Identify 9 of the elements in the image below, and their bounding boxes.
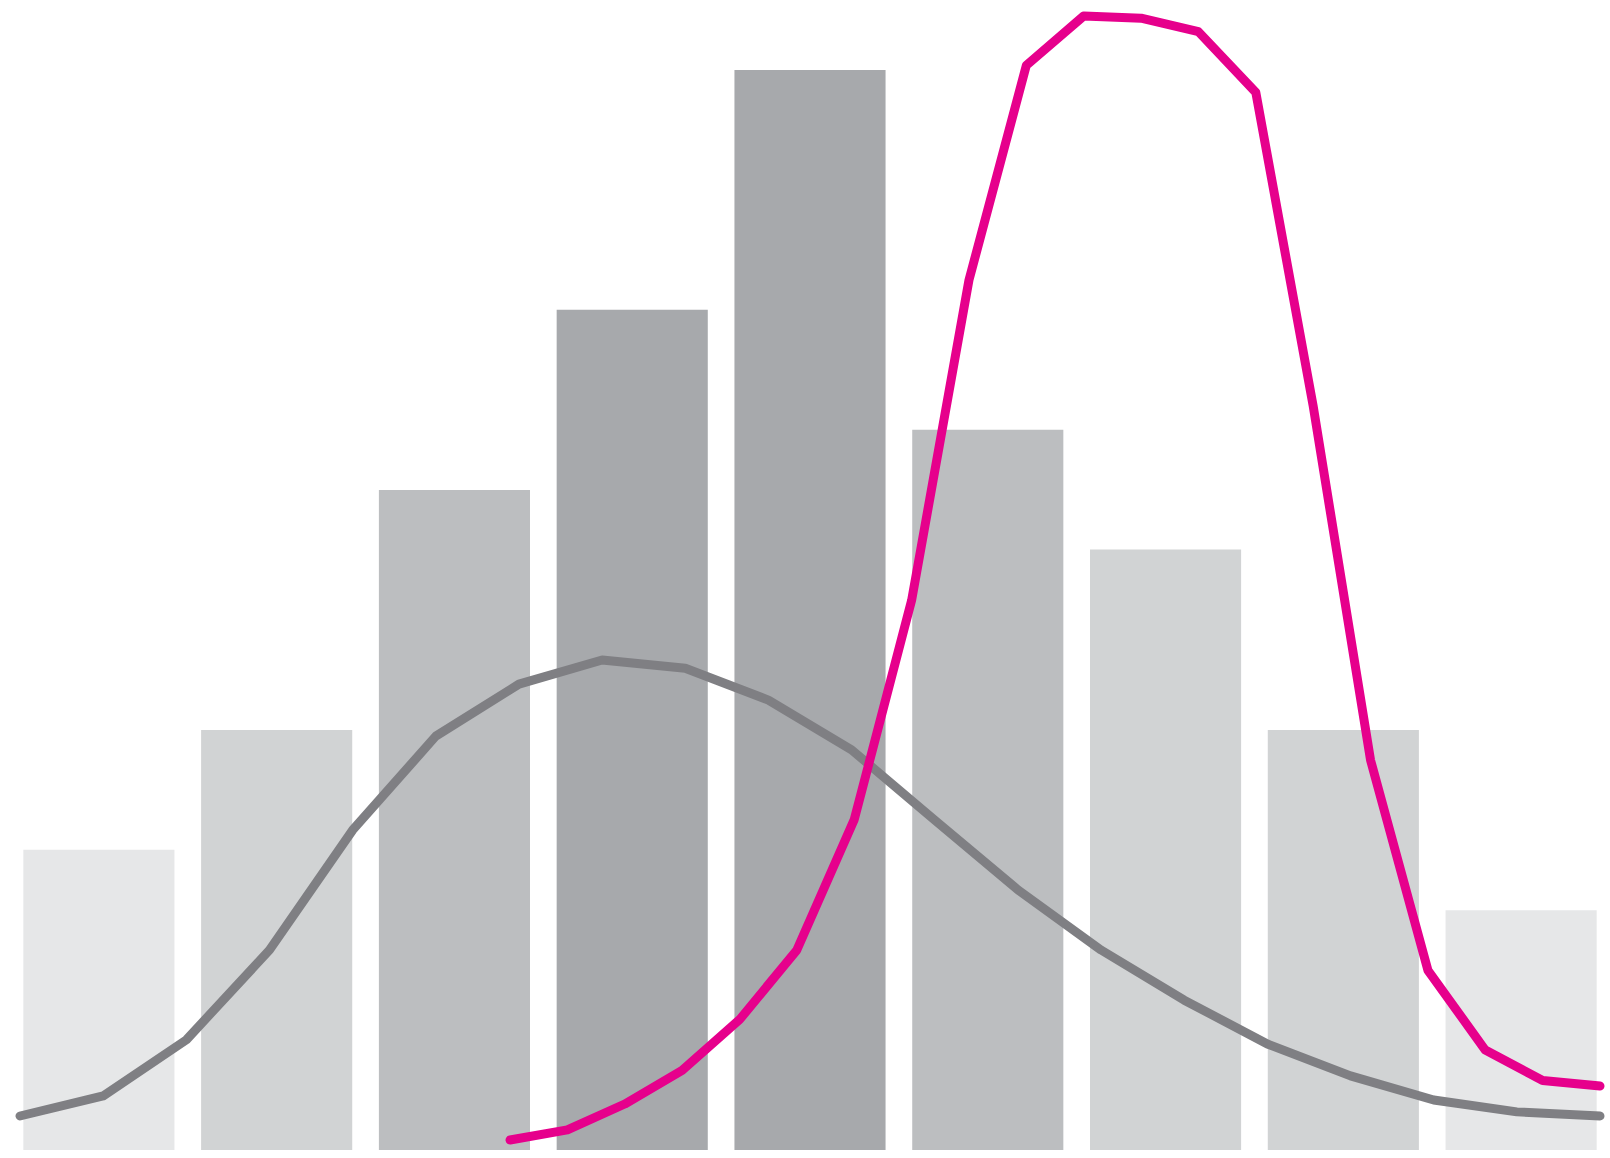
bar <box>378 490 530 1150</box>
bar <box>201 729 353 1150</box>
bar <box>1267 729 1419 1150</box>
bar <box>23 849 175 1150</box>
bar <box>912 429 1064 1150</box>
bar <box>734 69 886 1150</box>
bar <box>1090 549 1242 1150</box>
bar <box>1445 910 1597 1150</box>
bar <box>556 309 708 1150</box>
